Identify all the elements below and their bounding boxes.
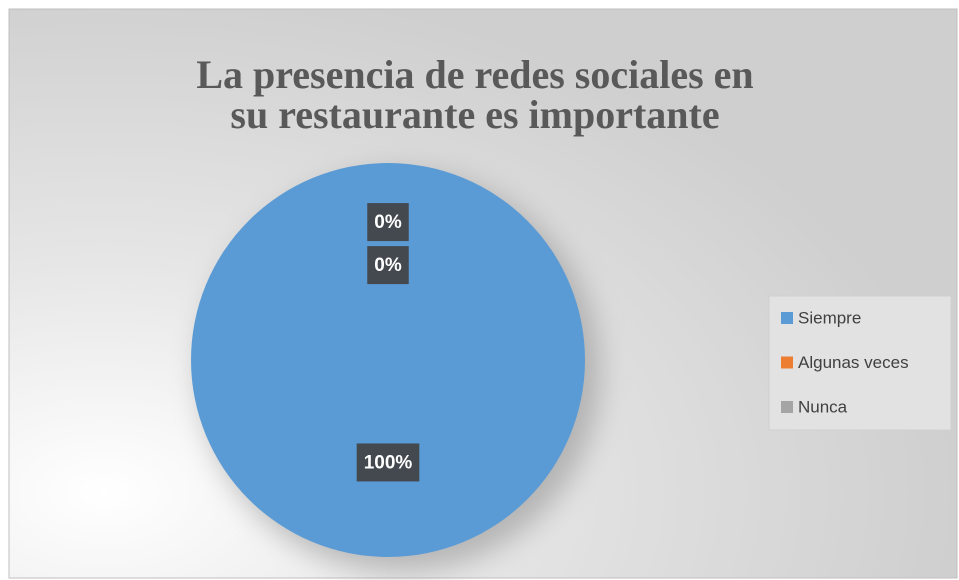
legend-label: Nunca xyxy=(798,397,848,416)
legend xyxy=(768,295,952,431)
chart-title: La presencia de redes sociales en su rest… xyxy=(196,52,753,137)
data-label: 0% xyxy=(374,212,402,233)
data-label-box xyxy=(356,443,420,482)
legend-label: Algunas veces xyxy=(798,353,909,372)
data-label-box xyxy=(367,203,409,242)
legend-label: Siempre xyxy=(798,308,861,327)
pie-slice xyxy=(191,163,585,557)
legend-swatch xyxy=(781,312,793,324)
data-label: 0% xyxy=(374,255,402,276)
data-label-box xyxy=(367,246,409,285)
legend-swatch xyxy=(781,356,793,369)
data-label: 100% xyxy=(364,452,413,473)
legend-swatch xyxy=(781,401,793,413)
